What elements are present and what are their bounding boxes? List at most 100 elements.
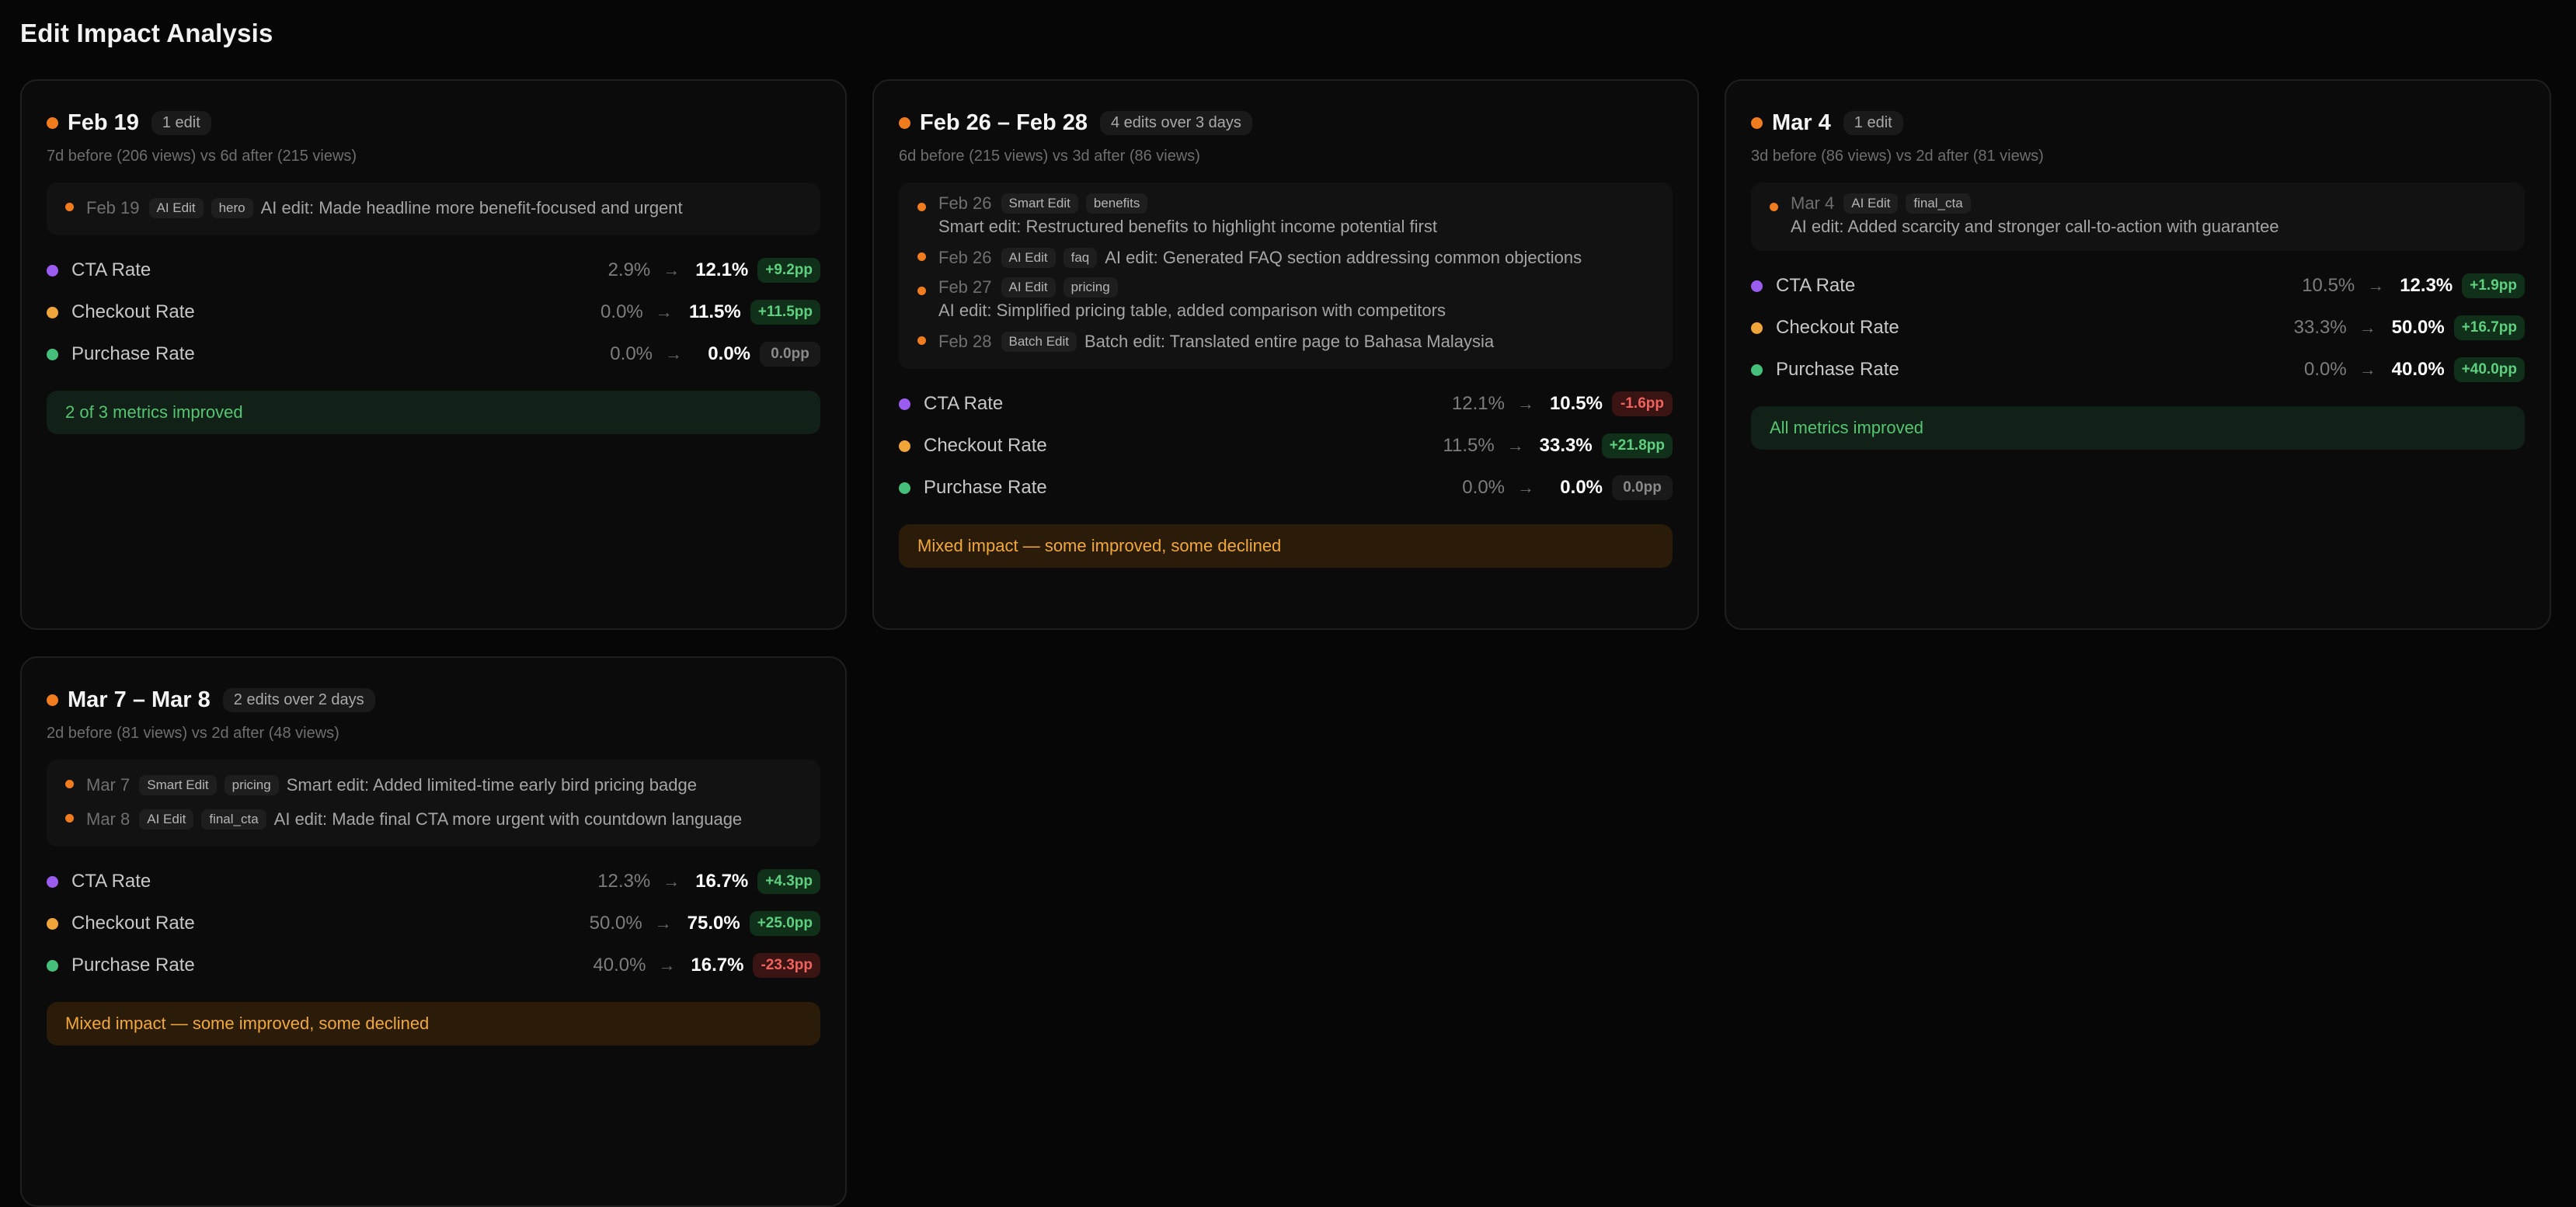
metric-row-checkout: Checkout Rate 0.0% → 11.5% +11.5pp bbox=[47, 291, 820, 333]
edit-item[interactable]: Mar 4 AI Edit final_cta AI edit: Added scar… bbox=[1770, 193, 2506, 238]
metric-before-value: 0.0% bbox=[610, 343, 653, 364]
metric-label: CTA Rate bbox=[71, 871, 151, 892]
delta-badge: -23.3pp bbox=[753, 953, 820, 978]
metric-after-value: 33.3% bbox=[1539, 435, 1593, 456]
edit-list: Mar 4 AI Edit final_cta AI edit: Added scar… bbox=[1751, 183, 2525, 251]
delta-badge: 0.0pp bbox=[760, 342, 820, 367]
edit-item[interactable]: Feb 27 AI Edit pricing AI edit: Simplified … bbox=[917, 277, 1654, 322]
edit-line: Mar 4 AI Edit final_cta AI edit: Added scar… bbox=[1791, 193, 2506, 238]
edit-type-tag: AI Edit bbox=[1001, 277, 1056, 297]
metric-before-value: 50.0% bbox=[589, 913, 642, 934]
edit-type-tag: AI Edit bbox=[148, 198, 204, 218]
delta-badge: +4.3pp bbox=[757, 869, 820, 894]
metric-row-cta: CTA Rate 2.9% → 12.1% +9.2pp bbox=[47, 249, 820, 291]
edit-section-tag: pricing bbox=[1063, 277, 1118, 297]
metric-row-purchase: Purchase Rate 0.0% → 40.0% +40.0pp bbox=[1751, 349, 2525, 391]
edit-line: Feb 19 AI Edit hero AI edit: Made headline … bbox=[86, 193, 802, 223]
arrow-right-icon: → bbox=[1517, 394, 1534, 413]
edit-count-badge: 1 edit bbox=[151, 110, 211, 135]
edit-type-tag: AI Edit bbox=[1001, 248, 1056, 268]
comparison-period: 3d before (86 views) vs 2d after (81 vie… bbox=[1751, 148, 2044, 165]
metric-before-value: 12.3% bbox=[597, 871, 651, 892]
comparison-period: 7d before (206 views) vs 6d after (215 v… bbox=[47, 148, 357, 165]
edit-count-badge: 4 edits over 3 days bbox=[1100, 110, 1252, 135]
arrow-right-icon: → bbox=[2358, 360, 2376, 379]
arrow-right-icon: → bbox=[663, 871, 681, 891]
impact-summary: Mixed impact — some improved, some decli… bbox=[47, 1002, 820, 1045]
arrow-right-icon: → bbox=[1506, 436, 1524, 455]
edit-item[interactable]: Feb 19 AI Edit hero AI edit: Made headline … bbox=[65, 193, 802, 223]
edit-dot-icon bbox=[917, 252, 926, 261]
metric-row-cta: CTA Rate 12.1% → 10.5% -1.6pp bbox=[899, 383, 1673, 425]
status-dot-icon bbox=[1751, 117, 1763, 129]
delta-badge: +11.5pp bbox=[750, 300, 820, 325]
metric-label: Checkout Rate bbox=[71, 913, 195, 934]
arrow-right-icon: → bbox=[654, 913, 672, 933]
metric-label: CTA Rate bbox=[71, 259, 151, 280]
edit-section-tag: hero bbox=[211, 198, 253, 218]
metric-before-value: 0.0% bbox=[1462, 477, 1505, 498]
edit-description: Smart edit: Restructured benefits to hig… bbox=[938, 217, 1437, 236]
edit-item[interactable]: Feb 28 Batch Edit Batch edit: Translated e… bbox=[917, 327, 1654, 357]
edit-item[interactable]: Mar 8 AI Edit final_cta AI edit: Made final… bbox=[65, 805, 802, 834]
edit-item[interactable]: Mar 7 Smart Edit pricing Smart edit: Added … bbox=[65, 770, 802, 800]
edit-dot-icon bbox=[65, 203, 74, 211]
card-header: Feb 19 1 edit bbox=[47, 107, 820, 138]
metric-after-value: 11.5% bbox=[689, 301, 741, 322]
status-dot-icon bbox=[899, 117, 910, 129]
arrow-right-icon: → bbox=[665, 344, 682, 363]
edit-line: Feb 28 Batch Edit Batch edit: Translated e… bbox=[938, 327, 1654, 357]
edit-item[interactable]: Feb 26 AI Edit faq AI edit: Generated FAQ s… bbox=[917, 243, 1654, 273]
edit-section-tag: final_cta bbox=[1906, 193, 1971, 214]
delta-badge: +21.8pp bbox=[1601, 433, 1673, 458]
checkout-dot-icon bbox=[1751, 322, 1763, 334]
comparison-period: 2d before (81 views) vs 2d after (48 vie… bbox=[47, 725, 339, 742]
edit-description: AI edit: Generated FAQ section addressin… bbox=[1105, 248, 1582, 267]
edit-date: Feb 19 bbox=[86, 198, 140, 217]
impact-card[interactable]: Feb 19 1 edit 7d before (206 views) vs 6d … bbox=[20, 79, 847, 630]
arrow-right-icon: → bbox=[2367, 276, 2385, 295]
metrics-list: CTA Rate 2.9% → 12.1% +9.2pp Checkout Rate 0.0… bbox=[47, 249, 820, 375]
edit-section-tag: faq bbox=[1063, 248, 1098, 268]
checkout-dot-icon bbox=[47, 917, 58, 930]
edit-line: Feb 27 AI Edit pricing AI edit: Simplified … bbox=[938, 277, 1654, 322]
edit-dot-icon bbox=[65, 814, 74, 823]
edit-line: Feb 26 Smart Edit benefits Smart edit: Rest… bbox=[938, 193, 1654, 238]
edit-dot-icon bbox=[65, 780, 74, 788]
edit-description: Smart edit: Added limited-time early bir… bbox=[286, 775, 697, 795]
metric-row-purchase: Purchase Rate 0.0% → 0.0% 0.0pp bbox=[47, 333, 820, 375]
status-dot-icon bbox=[47, 117, 58, 129]
metric-row-checkout: Checkout Rate 50.0% → 75.0% +25.0pp bbox=[47, 903, 820, 944]
metric-before-value: 2.9% bbox=[607, 259, 651, 280]
metric-row-checkout: Checkout Rate 33.3% → 50.0% +16.7pp bbox=[1751, 307, 2525, 349]
delta-badge: -1.6pp bbox=[1612, 391, 1673, 416]
arrow-right-icon: → bbox=[655, 302, 673, 322]
delta-badge: +16.7pp bbox=[2453, 315, 2525, 340]
metric-after-value: 16.7% bbox=[695, 871, 749, 892]
edit-date: Feb 27 bbox=[938, 277, 992, 297]
comparison-period: 6d before (215 views) vs 3d after (86 vi… bbox=[899, 148, 1200, 165]
metric-label: Checkout Rate bbox=[1776, 317, 1899, 338]
impact-card[interactable]: Mar 7 – Mar 8 2 edits over 2 days 2d befor… bbox=[20, 656, 847, 1207]
metric-before-value: 0.0% bbox=[600, 301, 643, 322]
edit-date: Feb 26 bbox=[938, 248, 992, 267]
page: Edit Impact Analysis Feb 19 1 edit 7d befo… bbox=[20, 19, 2551, 1207]
metric-before-value: 12.1% bbox=[1451, 393, 1505, 414]
edit-item[interactable]: Feb 26 Smart Edit benefits Smart edit: Rest… bbox=[917, 193, 1654, 238]
metric-before-value: 0.0% bbox=[2304, 359, 2347, 380]
edit-description: AI edit: Simplified pricing table, added… bbox=[938, 301, 1446, 320]
impact-card[interactable]: Mar 4 1 edit 3d before (86 views) vs 2d af… bbox=[1725, 79, 2551, 630]
metric-after-value: 0.0% bbox=[1560, 477, 1603, 498]
metric-after-value: 40.0% bbox=[2391, 359, 2445, 380]
impact-card[interactable]: Feb 26 – Feb 28 4 edits over 3 days 6d bef… bbox=[872, 79, 1699, 630]
arrow-right-icon: → bbox=[663, 260, 681, 280]
edit-date: Mar 8 bbox=[86, 809, 131, 829]
delta-badge: 0.0pp bbox=[1612, 475, 1673, 500]
edit-date: Mar 4 bbox=[1791, 193, 1835, 213]
checkout-dot-icon bbox=[899, 440, 910, 452]
delta-badge: +9.2pp bbox=[757, 258, 820, 283]
card-date-range: Feb 26 – Feb 28 bbox=[920, 110, 1088, 135]
cta-dot-icon bbox=[47, 875, 58, 888]
delta-badge: +25.0pp bbox=[749, 911, 820, 936]
edit-count-badge: 2 edits over 2 days bbox=[222, 687, 375, 712]
